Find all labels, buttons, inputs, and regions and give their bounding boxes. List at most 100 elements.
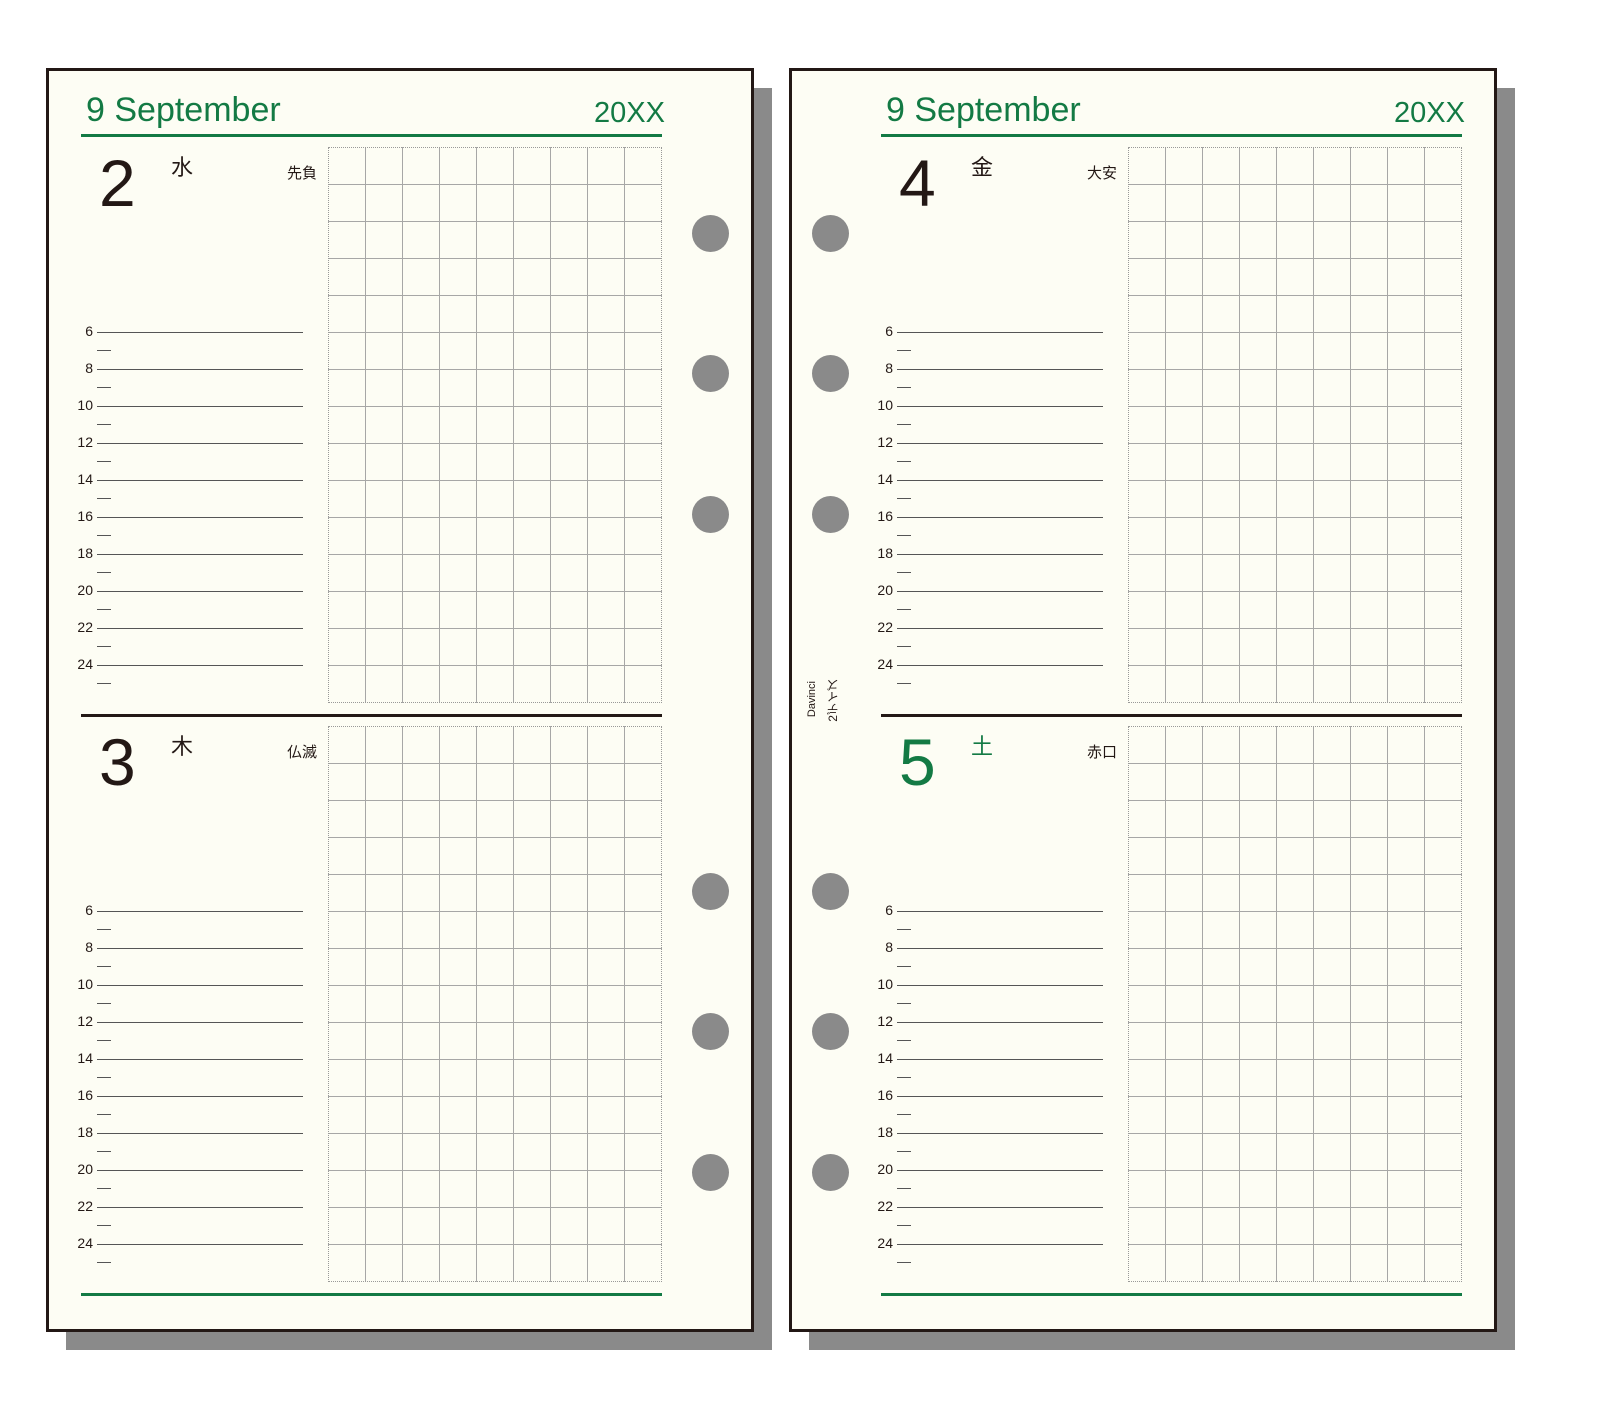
time-line xyxy=(897,554,1103,555)
product-name: 2デイズ xyxy=(826,679,840,722)
weekday-label: 金 xyxy=(971,156,994,181)
time-line xyxy=(97,911,303,912)
time-line xyxy=(97,1170,303,1171)
time-line xyxy=(897,332,1103,333)
time-line xyxy=(897,443,1103,444)
half-hour-tick xyxy=(97,1077,111,1078)
half-hour-tick xyxy=(897,646,911,647)
time-label: 14 xyxy=(877,1050,893,1066)
time-label: 16 xyxy=(877,1087,893,1103)
time-line xyxy=(97,554,303,555)
day-number: 4 xyxy=(899,146,936,220)
half-hour-tick xyxy=(97,535,111,536)
half-hour-tick xyxy=(97,1188,111,1189)
half-hour-tick xyxy=(897,535,911,536)
time-label: 10 xyxy=(877,976,893,992)
half-hour-tick xyxy=(97,1040,111,1041)
time-label: 14 xyxy=(77,1050,93,1066)
time-line xyxy=(897,406,1103,407)
binder-hole xyxy=(812,1013,849,1050)
footer-rule xyxy=(81,1293,662,1296)
half-hour-tick xyxy=(897,1003,911,1004)
time-label: 10 xyxy=(77,397,93,413)
half-hour-tick xyxy=(897,1262,911,1263)
half-hour-tick xyxy=(897,461,911,462)
time-line xyxy=(97,480,303,481)
time-label: 18 xyxy=(77,1124,93,1140)
half-hour-tick xyxy=(897,966,911,967)
header-rule xyxy=(81,134,662,137)
time-label: 16 xyxy=(877,508,893,524)
day-divider xyxy=(881,714,1462,717)
time-label: 24 xyxy=(877,1235,893,1251)
time-line xyxy=(97,665,303,666)
time-label: 22 xyxy=(77,619,93,635)
time-label: 16 xyxy=(77,1087,93,1103)
binder-hole xyxy=(692,1154,729,1191)
time-line xyxy=(897,1022,1103,1023)
day-number: 3 xyxy=(99,725,136,799)
half-hour-tick xyxy=(897,1151,911,1152)
time-line xyxy=(97,443,303,444)
time-line xyxy=(897,911,1103,912)
rokuyo-label: 赤口 xyxy=(1087,743,1118,761)
notes-grid xyxy=(328,147,662,703)
half-hour-tick xyxy=(97,683,111,684)
half-hour-tick xyxy=(897,1114,911,1115)
half-hour-tick xyxy=(897,1225,911,1226)
time-line xyxy=(97,369,303,370)
half-hour-tick xyxy=(97,350,111,351)
time-label: 12 xyxy=(77,434,93,450)
time-label: 18 xyxy=(877,545,893,561)
time-line xyxy=(97,591,303,592)
half-hour-tick xyxy=(97,1262,111,1263)
time-label: 6 xyxy=(885,323,893,339)
left-planner-page: 9 September 20XX 2 水 先負 6 8 10 12 14 16 18 20 22 24 3 木 仏… xyxy=(46,68,754,1332)
time-label: 18 xyxy=(877,1124,893,1140)
rokuyo-label: 先負 xyxy=(287,164,318,182)
time-label: 24 xyxy=(77,1235,93,1251)
binder-hole xyxy=(812,496,849,533)
time-label: 6 xyxy=(85,902,93,918)
time-line xyxy=(897,1059,1103,1060)
binder-hole xyxy=(692,496,729,533)
time-label: 8 xyxy=(85,360,93,376)
time-line xyxy=(97,1244,303,1245)
binder-hole xyxy=(812,355,849,392)
weekday-label: 土 xyxy=(971,735,994,760)
time-line xyxy=(97,517,303,518)
half-hour-tick xyxy=(897,683,911,684)
time-line xyxy=(97,1133,303,1134)
half-hour-tick xyxy=(97,966,111,967)
time-line xyxy=(897,665,1103,666)
time-label: 18 xyxy=(77,545,93,561)
half-hour-tick xyxy=(897,1077,911,1078)
time-label: 14 xyxy=(77,471,93,487)
time-line xyxy=(897,1096,1103,1097)
half-hour-tick xyxy=(897,387,911,388)
time-line xyxy=(897,1170,1103,1171)
notes-grid xyxy=(1128,147,1462,703)
time-line xyxy=(897,480,1103,481)
binder-hole xyxy=(812,215,849,252)
half-hour-tick xyxy=(97,609,111,610)
half-hour-tick xyxy=(97,1003,111,1004)
binder-hole xyxy=(692,215,729,252)
time-line xyxy=(97,1207,303,1208)
half-hour-tick xyxy=(897,498,911,499)
half-hour-tick xyxy=(897,350,911,351)
half-hour-tick xyxy=(97,1225,111,1226)
month-title: 9 September xyxy=(886,91,1081,129)
time-line xyxy=(97,628,303,629)
half-hour-tick xyxy=(97,498,111,499)
time-label: 16 xyxy=(77,508,93,524)
notes-grid xyxy=(1128,726,1462,1282)
time-label: 10 xyxy=(877,397,893,413)
time-line xyxy=(897,948,1103,949)
binder-hole xyxy=(692,1013,729,1050)
time-line xyxy=(97,1059,303,1060)
half-hour-tick xyxy=(97,387,111,388)
half-hour-tick xyxy=(97,1151,111,1152)
time-line xyxy=(97,1022,303,1023)
half-hour-tick xyxy=(97,929,111,930)
